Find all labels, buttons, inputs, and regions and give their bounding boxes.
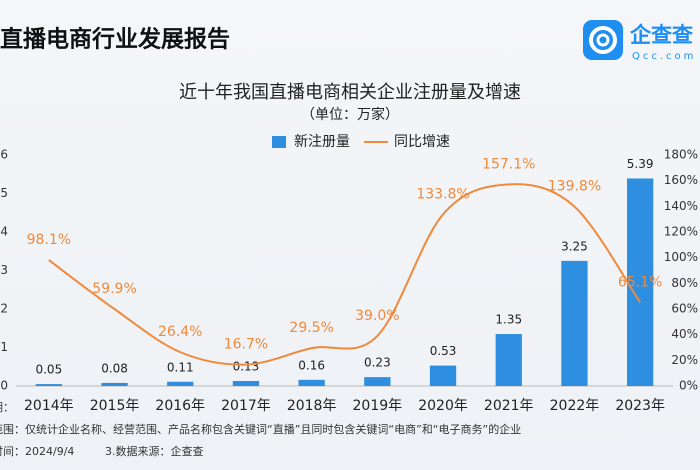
y2-tick-label: 120% — [664, 225, 698, 239]
x-tick-label: 2023年 — [615, 398, 665, 414]
x-tick-label: 2019年 — [353, 398, 403, 414]
chart-subtitle: （单位：万家） — [301, 106, 399, 123]
bar-value-label: 0.23 — [364, 356, 391, 370]
line-value-label: 98.1% — [27, 232, 71, 248]
bar — [364, 377, 391, 386]
line-value-label: 39.0% — [355, 308, 399, 324]
y2-tick-label: 60% — [671, 302, 698, 316]
note: 时间：2024/9/4 — [0, 445, 74, 458]
bar — [495, 334, 522, 386]
bar-value-label: 0.16 — [298, 358, 325, 372]
bar-value-label: 0.11 — [167, 360, 194, 374]
note: 3.数据来源：企查查 — [105, 444, 204, 458]
bar — [429, 365, 457, 386]
x-tick-label: 2020年 — [418, 398, 468, 414]
line-value-label: 139.8% — [548, 179, 601, 195]
note: 范围：仅统计企业名称、经营范围、产品名称包含关键词“直播”且同时包含关键词“电商… — [0, 422, 521, 436]
bar — [167, 381, 194, 386]
bar-value-label: 0.13 — [233, 359, 260, 373]
line — [48, 183, 641, 366]
bar-value-label: 1.35 — [495, 313, 522, 327]
bar — [627, 178, 654, 386]
x-tick-label: 2017年 — [221, 398, 271, 414]
logo-ring — [589, 26, 617, 54]
bar — [561, 260, 588, 386]
y-tick-label: 5 — [0, 186, 8, 200]
y-tick-label: 3 — [0, 263, 8, 277]
line-value-label: 133.8% — [416, 186, 469, 202]
bar — [298, 379, 325, 386]
bar-value-label: 5.39 — [627, 157, 654, 171]
line-value-label: 65.1% — [618, 274, 662, 290]
line-value-label: 26.4% — [158, 324, 202, 340]
legend-swatch — [272, 136, 286, 148]
y2-tick-label: 140% — [664, 199, 698, 213]
logo-icon — [583, 20, 623, 60]
report-title: 直播电商行业发展报告 — [0, 26, 230, 53]
y-tick-label: 0 — [0, 379, 8, 393]
logo-text: 企查查 — [629, 23, 693, 47]
bar — [101, 382, 128, 386]
logo: 企查查 Qcc.com — [583, 20, 696, 62]
y2-tick-label: 80% — [671, 276, 698, 290]
y-tick-label: 1 — [0, 340, 8, 354]
y2-tick-label: 100% — [664, 250, 698, 264]
y2-tick-label: 20% — [671, 353, 698, 367]
y-tick-label: 4 — [0, 225, 8, 239]
y2-tick-label: 180% — [664, 148, 698, 162]
logo-ring — [596, 33, 610, 47]
bar — [232, 380, 260, 386]
x-tick-label: 2022年 — [550, 398, 600, 414]
bar — [35, 384, 62, 386]
bar-value-label: 3.25 — [561, 239, 588, 253]
x-tick-label: 2021年 — [484, 398, 534, 414]
y2-tick-label: 40% — [671, 327, 698, 341]
bar-value-label: 0.08 — [101, 361, 128, 375]
logo-url: Qcc.com — [632, 51, 696, 62]
y-tick-label: 2 — [0, 302, 8, 316]
chart-title: 近十年我国直播电商相关企业注册量及增速 — [179, 82, 521, 103]
y2-tick-label: 160% — [664, 173, 698, 187]
line-value-label: 29.5% — [289, 320, 333, 336]
legend-label: 新注册量 — [294, 134, 350, 150]
line-value-label: 157.1% — [482, 156, 535, 172]
y-tick-label: 6 — [0, 148, 8, 162]
x-tick-label: 2018年 — [287, 398, 337, 414]
bar-value-label: 0.05 — [35, 363, 62, 377]
x-tick-label: 2015年 — [90, 398, 140, 414]
line-value-label: 16.7% — [224, 337, 268, 353]
note: 明： — [0, 401, 14, 414]
x-tick-label: 2016年 — [155, 398, 205, 414]
legend-label: 同比增速 — [394, 134, 450, 150]
bar-value-label: 0.53 — [430, 344, 457, 358]
line-value-label: 59.9% — [92, 281, 136, 297]
x-tick-label: 2014年 — [24, 398, 74, 414]
y2-tick-label: 0% — [679, 379, 698, 393]
